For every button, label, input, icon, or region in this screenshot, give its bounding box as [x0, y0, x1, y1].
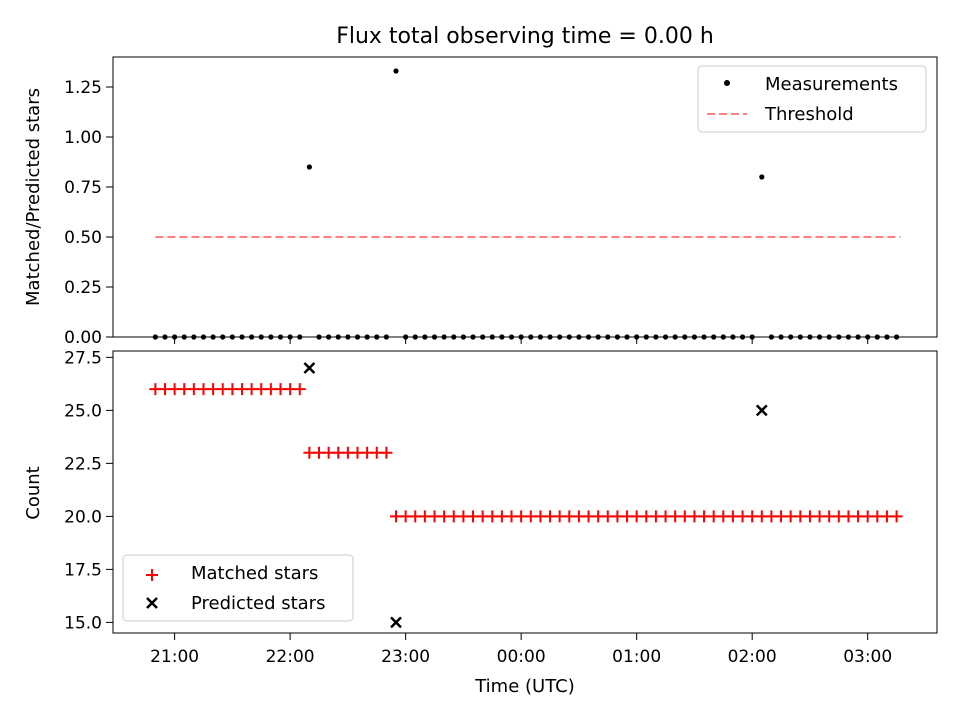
bottom-y-tick-label: 27.5: [64, 348, 102, 368]
bottom-plot-frame: [112, 350, 938, 634]
legend-matched-label: Matched stars: [191, 563, 318, 584]
bottom-y-tick-label: 20.0: [64, 507, 102, 527]
x-axis-label: Time (UTC): [474, 676, 575, 697]
legend-predicted-marker: [146, 597, 158, 609]
top-legend: Measurements Threshold: [697, 65, 927, 133]
x-tick-label: 00:00: [497, 647, 546, 667]
x-tick-label: 23:00: [381, 647, 430, 667]
ratio-panel: 0.00 0.25 0.50 0.75 1.00 1.25: [64, 56, 938, 348]
matched-star-point: [890, 510, 903, 523]
bottom-legend: Matched stars Predicted stars: [122, 554, 354, 622]
top-y-tick-label: 0.75: [64, 178, 102, 198]
x-tick-label: 03:00: [843, 647, 892, 667]
top-y-tick-label: 1.00: [64, 128, 102, 148]
top-y-axis-label: Matched/Predicted stars: [23, 88, 44, 306]
x-tick-label: 01:00: [612, 647, 661, 667]
top-y-tick-label: 0.00: [64, 328, 102, 348]
top-legend-box: [697, 65, 927, 133]
predicted-star-point: [303, 362, 316, 374]
top-y-tick-label: 0.25: [64, 278, 102, 298]
measurement-point: [306, 164, 312, 170]
bottom-y-tick-label: 22.5: [64, 454, 102, 474]
matched-star-point: [293, 383, 306, 396]
legend-measurements-label: Measurements: [765, 74, 898, 95]
x-tick-label: 02:00: [728, 647, 777, 667]
legend-measurements-marker: [724, 80, 730, 86]
bottom-y-tick-label: 15.0: [64, 613, 102, 633]
predicted-star-point: [390, 616, 402, 629]
x-tick-label: 21:00: [150, 647, 199, 667]
top-plot-frame: [112, 56, 938, 338]
legend-threshold-label: Threshold: [764, 104, 854, 125]
count-panel: 15.0 17.5 20.0 22.5 25.0 27.5 21:00 22:00 23:00 0…: [64, 348, 938, 667]
matched-star-point: [380, 446, 393, 459]
bottom-y-tick-label: 25.0: [64, 401, 102, 421]
legend-matched-marker: [146, 569, 158, 581]
top-y-tick-label: 0.50: [64, 228, 102, 248]
measurement-point: [393, 68, 399, 74]
chart-title: Flux total observing time = 0.00 h: [336, 24, 714, 49]
x-tick-label: 22:00: [266, 647, 315, 667]
measurement-point: [759, 174, 765, 180]
bottom-y-axis-label: Count: [23, 466, 44, 519]
predicted-star-point: [755, 404, 768, 417]
top-y-tick-label: 1.25: [64, 78, 102, 98]
legend-predicted-label: Predicted stars: [191, 593, 325, 614]
bottom-legend-box: [122, 554, 354, 622]
bottom-y-tick-label: 17.5: [64, 560, 102, 580]
